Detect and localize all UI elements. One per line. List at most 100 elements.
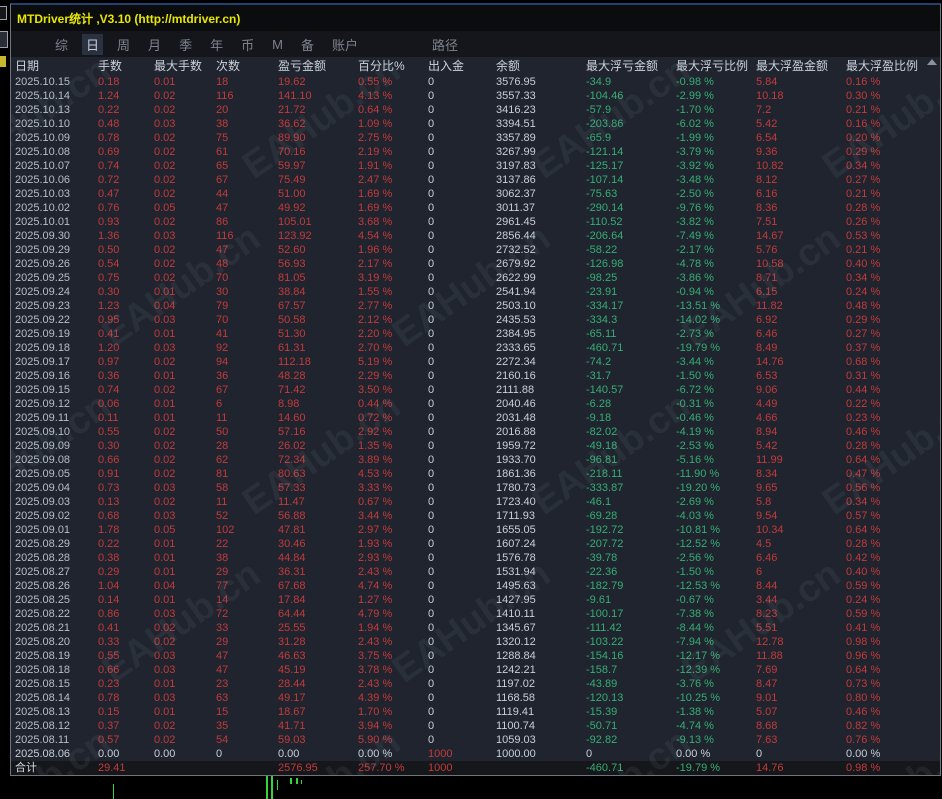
table-row[interactable]: 2025.10.02 0.76 0.05 47 49.92 1.69 % 0 3011.37 -… (11, 201, 940, 215)
cell-max-float-loss: -126.98 (586, 258, 624, 270)
table-row[interactable]: 2025.08.22 0.86 0.03 72 64.44 4.79 % 0 1410.11 -… (11, 607, 940, 621)
menu-item-monthly[interactable]: 月 (148, 37, 162, 53)
table-row[interactable]: 2025.09.11 0.11 0.01 11 14.60 0.72 % 0 2031.48 -… (11, 411, 940, 425)
table-row[interactable]: 2025.09.26 0.54 0.02 48 56.93 2.17 % 0 2679.92 -… (11, 257, 940, 271)
table-row[interactable]: 2025.09.09 0.30 0.02 28 26.02 1.35 % 0 1959.72 -… (11, 439, 940, 453)
col-header-pct[interactable]: 百分比% (358, 59, 405, 73)
cell-date: 2025.08.26 (15, 580, 71, 592)
table-row[interactable]: 2025.09.15 0.74 0.02 67 71.42 3.50 % 0 2111.88 -… (11, 383, 940, 397)
menu-item-path[interactable]: 路径 (431, 37, 458, 53)
menu-item-daily[interactable]: 日 (82, 33, 104, 55)
title-bar[interactable]: MTDriver统计 ,V3.10 (http://mtdriver.cn) (11, 5, 940, 31)
col-header-date[interactable]: 日期 (15, 59, 40, 73)
menu-item-account[interactable]: 账户 (331, 37, 358, 53)
col-header-pnl[interactable]: 盈亏金额 (278, 59, 327, 73)
table-row[interactable]: 2025.08.11 0.57 0.02 54 59.03 5.90 % 0 1059.03 -… (11, 733, 940, 747)
table-row[interactable]: 2025.08.19 0.55 0.03 47 46.63 3.75 % 0 1288.84 -… (11, 649, 940, 663)
cell-lots: 0.15 (98, 706, 120, 718)
col-header-lots[interactable]: 手数 (98, 59, 123, 73)
table-row[interactable]: 2025.09.25 0.75 0.02 70 81.05 3.19 % 0 2622.99 -… (11, 271, 940, 285)
table-row[interactable]: 2025.09.02 0.68 0.03 52 56.88 3.44 % 0 1711.93 -… (11, 509, 940, 523)
table-row[interactable]: 2025.09.22 0.95 0.03 70 50.58 2.12 % 0 2435.53 -… (11, 313, 940, 327)
table-row[interactable]: 2025.09.18 1.20 0.03 92 61.31 2.70 % 0 2333.65 -… (11, 341, 940, 355)
col-header-max-float-loss-pct[interactable]: 最大浮亏比例 (676, 59, 749, 73)
menu-item-backup[interactable]: 备 (300, 37, 314, 53)
table-row[interactable]: 2025.09.05 0.91 0.02 81 80.63 4.53 % 0 1861.36 -… (11, 467, 940, 481)
cell-pnl: 81.05 (278, 272, 306, 284)
menu-item-yearly[interactable]: 年 (210, 37, 224, 53)
table-row[interactable]: 2025.09.29 0.50 0.02 47 52.60 1.96 % 0 2732.52 -… (11, 243, 940, 257)
table-row[interactable]: 2025.08.26 1.04 0.04 77 67.68 4.74 % 0 1495.63 -… (11, 579, 940, 593)
cell-balance: 2732.52 (496, 244, 536, 256)
cell-count: 50 (216, 426, 229, 438)
menu-item-weekly[interactable]: 周 (117, 37, 131, 53)
table-row[interactable]: 2025.10.06 0.72 0.02 67 75.49 2.47 % 0 3137.86 -… (11, 173, 940, 187)
menu-item-quarterly[interactable]: 季 (179, 37, 193, 53)
table-row[interactable]: 2025.09.03 0.13 0.02 11 11.47 0.67 % 0 1723.40 -… (11, 495, 940, 509)
table-row[interactable]: 2025.10.10 0.48 0.03 38 36.62 1.09 % 0 3394.51 -… (11, 117, 940, 131)
table-row[interactable]: 2025.09.30 1.36 0.03 116 123.92 4.54 % 0 2856.4… (11, 229, 940, 243)
cell-inout: 0 (428, 328, 435, 340)
table-row[interactable]: 2025.10.03 0.47 0.02 44 51.00 1.69 % 0 3062.37 -… (11, 187, 940, 201)
cell-count: 116 (216, 90, 234, 102)
menu-item-summary[interactable]: 综 (55, 37, 69, 53)
cell-max-lots: 0.01 (154, 566, 176, 578)
table-row[interactable]: 2025.10.08 0.69 0.02 61 70.16 2.19 % 0 3267.99 -… (11, 145, 940, 159)
cell-pct: 1.69 % (358, 188, 393, 200)
table-row[interactable]: 2025.08.18 0.66 0.03 47 45.19 3.78 % 0 1242.21 -… (11, 663, 940, 677)
table-row[interactable]: 2025.09.17 0.97 0.02 94 112.18 5.19 % 0 2272.34… (11, 355, 940, 369)
table-row[interactable]: 2025.10.15 0.18 0.01 18 19.62 0.55 % 0 3576.95 -… (11, 75, 940, 89)
total-row[interactable]: 合计 29.41 2576.95 257.70 % 1000 -460.71 -19.79 … (11, 761, 940, 775)
cell-pnl: 64.44 (278, 608, 306, 620)
menu-item-m[interactable]: M (272, 36, 283, 52)
col-header-inout[interactable]: 出入金 (428, 59, 465, 73)
cell-max-float-profit-pct: 0.41 % (846, 622, 881, 634)
col-header-count[interactable]: 次数 (216, 59, 241, 73)
table-row[interactable]: 2025.08.28 0.38 0.01 38 44.84 2.93 % 0 1576.78 -… (11, 551, 940, 565)
col-header-max-float-loss[interactable]: 最大浮亏金额 (586, 59, 659, 73)
table-row[interactable]: 2025.08.06 0.00 0.00 0 0.00 0.00 % 1000 1000.00… (11, 747, 940, 761)
table-row[interactable]: 2025.09.12 0.06 0.01 6 8.98 0.44 % 0 2040.46 -6.… (11, 397, 940, 411)
cell-pnl: 8.98 (278, 398, 300, 410)
table-row[interactable]: 2025.09.19 0.41 0.01 41 51.30 2.20 % 0 2384.95 -… (11, 327, 940, 341)
menu-item-currency[interactable]: 币 (241, 37, 255, 53)
table-row[interactable]: 2025.10.14 1.24 0.02 116 141.10 4.13 % 0 3557.3… (11, 89, 940, 103)
cell-max-float-profit: 14.67 (756, 230, 784, 242)
table-row[interactable]: 2025.09.04 0.73 0.03 58 57.33 3.33 % 0 1780.73 -… (11, 481, 940, 495)
cell-pnl: 48.28 (278, 370, 306, 382)
cell-max-float-profit-pct: 0.59 % (846, 608, 881, 620)
cell-inout: 0 (428, 202, 435, 214)
col-header-max-float-profit[interactable]: 最大浮盈金额 (756, 59, 829, 73)
table-row[interactable]: 2025.10.07 0.74 0.02 65 59.97 1.91 % 0 3197.83 -… (11, 159, 940, 173)
cell-max-float-profit: 8.47 (756, 678, 778, 690)
table-row[interactable]: 2025.08.25 0.14 0.01 14 17.84 1.27 % 0 1427.95 -… (11, 593, 940, 607)
table-row[interactable]: 2025.08.21 0.41 0.02 33 25.55 1.94 % 0 1345.67 -… (11, 621, 940, 635)
table-row[interactable]: 2025.09.08 0.66 0.02 62 72.34 3.89 % 0 1933.70 -… (11, 453, 940, 467)
table-row[interactable]: 2025.09.10 0.55 0.02 50 57.16 2.92 % 0 2016.88 -… (11, 425, 940, 439)
table-row[interactable]: 2025.09.24 0.30 0.01 30 38.84 1.55 % 0 2541.94 -… (11, 285, 940, 299)
cell-count: 47 (216, 244, 229, 256)
table-row[interactable]: 2025.08.29 0.22 0.01 22 30.46 1.93 % 0 1607.24 -… (11, 537, 940, 551)
table-row[interactable]: 2025.08.27 0.29 0.01 29 36.31 2.43 % 0 1531.94 -… (11, 565, 940, 579)
cell-max-float-loss-pct: 0.00 % (676, 748, 711, 760)
table-row[interactable]: 2025.08.14 0.78 0.03 63 49.17 4.39 % 0 1168.58 -… (11, 691, 940, 705)
col-header-max-float-profit-pct[interactable]: 最大浮盈比例 (846, 59, 919, 73)
cell-balance: 1197.02 (496, 678, 535, 690)
col-header-balance[interactable]: 余额 (496, 59, 521, 73)
table-row[interactable]: 2025.10.01 0.93 0.02 86 105.01 3.68 % 0 2961.45… (11, 215, 940, 229)
table-row[interactable]: 2025.10.09 0.78 0.02 75 89.90 2.75 % 0 3357.89 -… (11, 131, 940, 145)
table-row[interactable]: 2025.08.15 0.23 0.01 23 28.44 2.43 % 0 1197.02 -… (11, 677, 940, 691)
table-row[interactable]: 2025.09.16 0.36 0.01 36 48.28 2.29 % 0 2160.16 -… (11, 369, 940, 383)
cell-count: 75 (216, 132, 229, 144)
table-row[interactable]: 2025.10.13 0.22 0.02 20 21.72 0.64 % 0 3416.23 -… (11, 103, 940, 117)
background-chart-tick (277, 780, 278, 790)
table-row[interactable]: 2025.09.01 1.78 0.05 102 47.81 2.97 % 0 1655.05… (11, 523, 940, 537)
scroll-up-arrow-icon[interactable] (927, 59, 937, 65)
table-row[interactable]: 2025.09.23 1.23 0.04 79 67.57 2.77 % 0 2503.10 -… (11, 299, 940, 313)
table-row[interactable]: 2025.08.13 0.15 0.01 15 18.67 1.70 % 0 1119.41 -… (11, 705, 940, 719)
table-row[interactable]: 2025.08.12 0.37 0.02 35 41.71 3.94 % 0 1100.74 -… (11, 719, 940, 733)
table-row[interactable]: 2025.08.20 0.33 0.02 29 31.28 2.43 % 0 1320.12 -… (11, 635, 940, 649)
cell-max-float-profit-pct: 0.96 % (846, 650, 881, 662)
cell-max-float-profit-pct: 0.24 % (846, 594, 881, 606)
col-header-max-lots[interactable]: 最大手数 (154, 59, 203, 73)
